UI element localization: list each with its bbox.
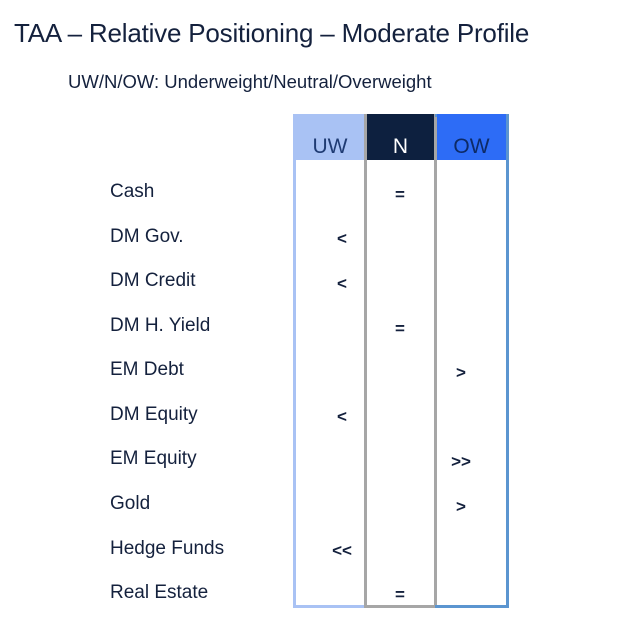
page-title: TAA – Relative Positioning – Moderate Pr… (14, 18, 530, 48)
header-uw: UW (296, 114, 364, 160)
column-underweight (293, 114, 366, 608)
row-label-gold: Gold (110, 493, 151, 514)
signal-cash: = (395, 185, 405, 204)
signal-em-equity: >> (451, 452, 471, 471)
row-label-em-debt: EM Debt (110, 359, 184, 380)
header-ow: OW (437, 114, 506, 160)
row-label-cash: Cash (110, 181, 155, 202)
row-label-dm-credit: DM Credit (110, 270, 196, 291)
signal-real-estate: = (395, 585, 405, 604)
signal-em-debt: > (456, 363, 466, 382)
row-label-dm-high-yield: DM H. Yield (110, 315, 211, 336)
row-label-em-equity: EM Equity (110, 448, 197, 469)
signal-dm-gov: < (337, 229, 347, 248)
header-n: N (367, 114, 434, 160)
signal-dm-credit: < (337, 274, 347, 293)
row-label-dm-equity: DM Equity (110, 404, 198, 425)
row-label-real-estate: Real Estate (110, 582, 209, 603)
signal-dm-equity: < (337, 407, 347, 426)
signal-gold: > (456, 497, 466, 516)
row-label-dm-gov: DM Gov. (110, 226, 184, 247)
row-label-hedge-funds: Hedge Funds (110, 538, 225, 559)
column-overweight (435, 114, 509, 608)
signal-hedge-funds: << (332, 541, 352, 560)
legend-subtitle: UW/N/OW: Underweight/Neutral/Overweight (68, 71, 432, 92)
signal-dm-high-yield: = (395, 319, 405, 338)
